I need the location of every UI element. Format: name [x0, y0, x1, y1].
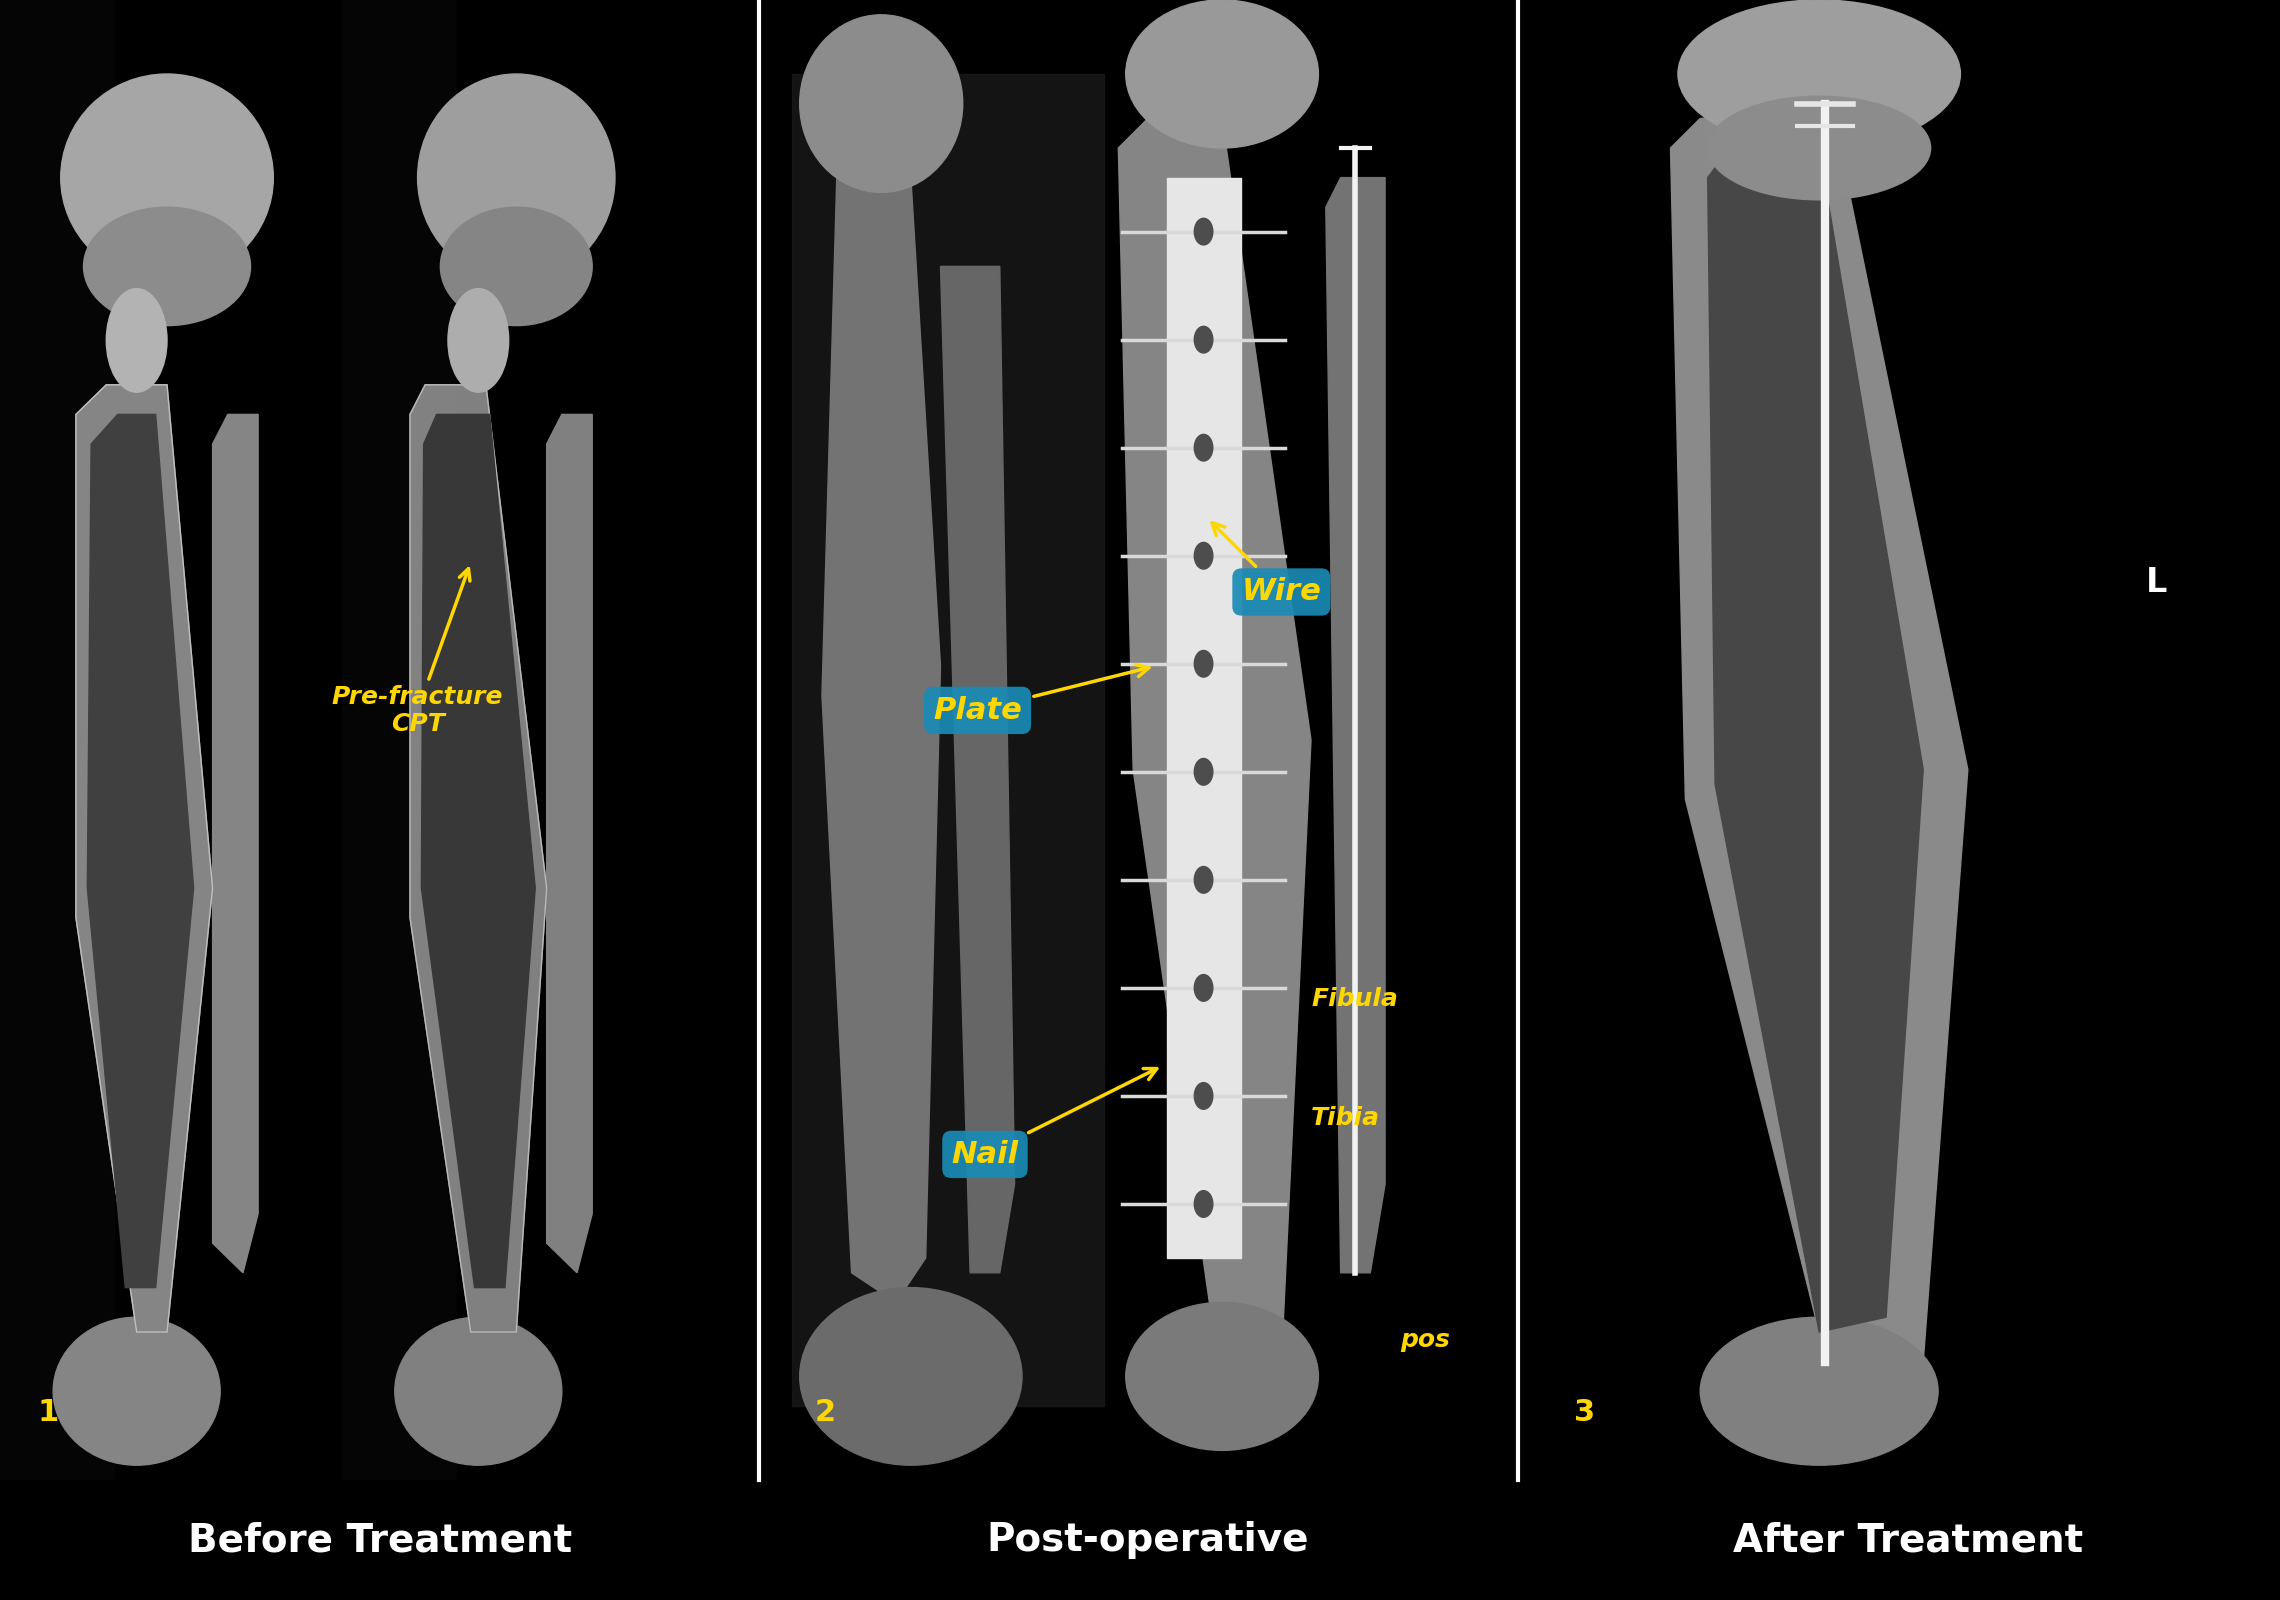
Ellipse shape	[417, 74, 616, 282]
Text: Wire: Wire	[1213, 523, 1320, 606]
Ellipse shape	[1126, 0, 1318, 149]
Ellipse shape	[84, 208, 251, 326]
Ellipse shape	[1195, 542, 1213, 570]
Ellipse shape	[800, 14, 962, 192]
Polygon shape	[942, 267, 1015, 1274]
Text: Nail: Nail	[951, 1069, 1156, 1170]
Text: Plate: Plate	[933, 664, 1149, 725]
Text: Tibia: Tibia	[1311, 1106, 1379, 1130]
Ellipse shape	[1195, 434, 1213, 461]
Ellipse shape	[1195, 1190, 1213, 1218]
Polygon shape	[1708, 149, 1924, 1331]
Polygon shape	[823, 178, 942, 1302]
Bar	[1167, 178, 1240, 1258]
Text: Post-operative: Post-operative	[987, 1522, 1309, 1558]
Ellipse shape	[1678, 0, 1961, 149]
Ellipse shape	[1195, 758, 1213, 786]
Ellipse shape	[1708, 96, 1931, 200]
Polygon shape	[1671, 118, 1968, 1390]
Bar	[342, 0, 456, 1480]
Ellipse shape	[1126, 1302, 1318, 1450]
Ellipse shape	[62, 74, 274, 282]
Text: 3: 3	[1573, 1398, 1596, 1427]
Ellipse shape	[107, 288, 166, 392]
Text: Before Treatment: Before Treatment	[187, 1522, 572, 1558]
Ellipse shape	[1195, 326, 1213, 354]
Polygon shape	[1327, 178, 1384, 1274]
Polygon shape	[87, 414, 194, 1288]
Ellipse shape	[1195, 218, 1213, 245]
Polygon shape	[410, 384, 547, 1331]
Ellipse shape	[1195, 974, 1213, 1002]
Text: pos: pos	[1400, 1328, 1450, 1352]
Polygon shape	[547, 414, 593, 1274]
Bar	[793, 74, 1104, 1406]
Polygon shape	[212, 414, 258, 1274]
Polygon shape	[422, 414, 536, 1288]
Text: Fibula: Fibula	[1311, 987, 1398, 1011]
Polygon shape	[75, 384, 212, 1331]
Text: L: L	[2145, 566, 2168, 598]
Ellipse shape	[52, 1317, 221, 1466]
Text: 1: 1	[39, 1398, 59, 1427]
Ellipse shape	[1195, 651, 1213, 677]
Polygon shape	[1119, 118, 1311, 1390]
Ellipse shape	[1195, 867, 1213, 893]
Ellipse shape	[447, 288, 508, 392]
Ellipse shape	[1195, 1083, 1213, 1109]
Ellipse shape	[394, 1317, 561, 1466]
Text: Pre-fracture
CPT: Pre-fracture CPT	[333, 568, 504, 736]
Ellipse shape	[1701, 1317, 1938, 1466]
Ellipse shape	[800, 1288, 1021, 1466]
Ellipse shape	[440, 208, 593, 326]
Text: 2: 2	[814, 1398, 837, 1427]
Bar	[0, 0, 114, 1480]
Text: After Treatment: After Treatment	[1733, 1522, 2084, 1558]
